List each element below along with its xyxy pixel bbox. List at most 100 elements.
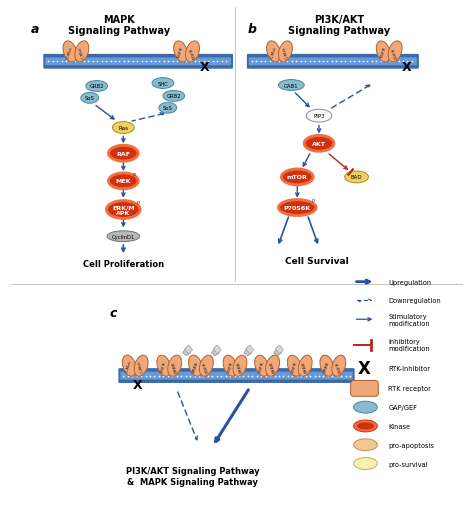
Text: mTOR: mTOR: [287, 175, 308, 180]
Text: BAD: BAD: [351, 175, 363, 180]
Ellipse shape: [75, 42, 89, 63]
Ellipse shape: [306, 110, 332, 123]
Text: Stimulatory
modification: Stimulatory modification: [388, 313, 430, 326]
Polygon shape: [244, 347, 252, 356]
Text: ERBB: ERBB: [301, 360, 309, 372]
Ellipse shape: [298, 355, 312, 377]
Text: P: P: [311, 199, 315, 204]
Ellipse shape: [122, 355, 136, 377]
Ellipse shape: [107, 172, 140, 191]
Ellipse shape: [280, 201, 315, 215]
Text: X: X: [358, 359, 371, 377]
Ellipse shape: [159, 103, 177, 114]
Ellipse shape: [283, 171, 312, 184]
Ellipse shape: [112, 122, 134, 134]
Text: PI3K/AKT
Signaling Pathway: PI3K/AKT Signaling Pathway: [288, 15, 390, 36]
Text: CyclinD1: CyclinD1: [112, 234, 135, 239]
Ellipse shape: [109, 147, 137, 161]
Ellipse shape: [134, 355, 148, 377]
Text: c: c: [109, 307, 117, 320]
Ellipse shape: [63, 42, 77, 63]
Text: Cell Proliferation: Cell Proliferation: [83, 260, 164, 269]
Text: P: P: [137, 201, 140, 206]
Text: MAPK
Signaling Pathway: MAPK Signaling Pathway: [68, 15, 171, 36]
Text: RTK receptor: RTK receptor: [388, 386, 431, 391]
Ellipse shape: [200, 355, 213, 377]
Text: P: P: [133, 173, 136, 178]
Text: EGFR: EGFR: [203, 360, 210, 372]
Ellipse shape: [81, 93, 99, 104]
Text: C-Met: C-Met: [126, 359, 133, 373]
Ellipse shape: [107, 231, 140, 242]
Ellipse shape: [105, 200, 142, 220]
Text: GAP/GEF: GAP/GEF: [388, 404, 417, 410]
Ellipse shape: [279, 80, 304, 91]
Text: EGFR: EGFR: [380, 46, 387, 59]
Text: C-Met: C-Met: [270, 46, 277, 59]
Polygon shape: [184, 345, 192, 354]
Ellipse shape: [277, 199, 318, 217]
Text: Cell Survival: Cell Survival: [285, 257, 349, 266]
Text: EGFR: EGFR: [335, 360, 343, 372]
Ellipse shape: [189, 355, 202, 377]
Polygon shape: [246, 345, 254, 354]
Ellipse shape: [157, 355, 171, 377]
Text: Inhibitory
modification: Inhibitory modification: [388, 339, 430, 352]
Ellipse shape: [173, 42, 188, 63]
Ellipse shape: [332, 355, 346, 377]
Ellipse shape: [265, 355, 280, 377]
Text: X: X: [402, 61, 412, 74]
Text: Kinase: Kinase: [388, 423, 410, 429]
Text: b: b: [248, 23, 257, 36]
Polygon shape: [182, 347, 191, 356]
Ellipse shape: [108, 202, 139, 218]
Text: SoS: SoS: [85, 96, 95, 101]
Ellipse shape: [287, 355, 301, 377]
Ellipse shape: [356, 422, 374, 430]
Text: GRB2: GRB2: [90, 84, 104, 89]
FancyBboxPatch shape: [118, 369, 355, 383]
Ellipse shape: [320, 355, 334, 377]
Text: C-Met: C-Met: [282, 46, 289, 59]
Text: EGFR: EGFR: [160, 360, 168, 372]
Text: EGFR: EGFR: [189, 46, 196, 59]
Text: ERBB: ERBB: [236, 360, 244, 372]
Text: RTK-Inhibitor: RTK-Inhibitor: [388, 365, 430, 371]
Ellipse shape: [185, 42, 200, 63]
Text: Ras: Ras: [118, 126, 128, 131]
Ellipse shape: [223, 355, 237, 377]
Ellipse shape: [376, 42, 390, 63]
Text: MEK: MEK: [116, 179, 131, 184]
Text: Downregulation: Downregulation: [388, 298, 441, 304]
FancyBboxPatch shape: [247, 55, 419, 70]
Text: EGFR: EGFR: [227, 360, 234, 372]
Ellipse shape: [354, 420, 377, 432]
Text: PIP3: PIP3: [313, 114, 325, 119]
Ellipse shape: [86, 81, 108, 92]
Polygon shape: [273, 347, 282, 356]
Text: X: X: [200, 61, 209, 74]
Ellipse shape: [280, 168, 315, 187]
Ellipse shape: [345, 172, 368, 183]
Ellipse shape: [266, 42, 281, 63]
Text: GAB1: GAB1: [284, 83, 299, 89]
Text: C-Met: C-Met: [66, 46, 74, 59]
Text: ERBB: ERBB: [323, 360, 331, 372]
Text: EGFR: EGFR: [258, 360, 265, 372]
Text: a: a: [30, 23, 39, 36]
Ellipse shape: [168, 355, 182, 377]
Text: ERK/M
APK: ERK/M APK: [112, 205, 135, 215]
Text: EGFR: EGFR: [177, 46, 184, 59]
Text: RAF: RAF: [116, 151, 130, 156]
Polygon shape: [211, 347, 219, 356]
Ellipse shape: [233, 355, 247, 377]
FancyBboxPatch shape: [351, 381, 378, 397]
Ellipse shape: [152, 78, 174, 89]
Ellipse shape: [388, 42, 402, 63]
FancyBboxPatch shape: [120, 372, 353, 380]
Text: pro-apoptosis: pro-apoptosis: [388, 442, 434, 448]
Ellipse shape: [278, 42, 292, 63]
FancyBboxPatch shape: [249, 58, 417, 66]
Text: SoS: SoS: [163, 106, 173, 111]
Ellipse shape: [163, 91, 184, 102]
